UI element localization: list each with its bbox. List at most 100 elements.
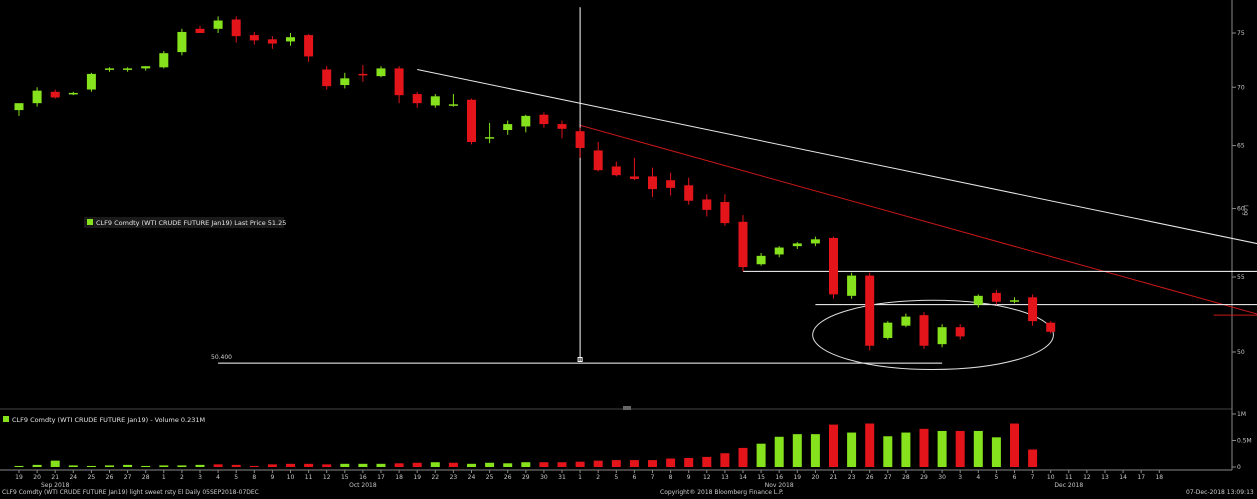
candle bbox=[720, 194, 730, 226]
volume-y-tick-label: 0 bbox=[1237, 464, 1241, 471]
candle bbox=[412, 91, 422, 108]
candle bbox=[340, 72, 350, 89]
volume-bar bbox=[702, 456, 712, 467]
x-tick-label: 8 bbox=[252, 474, 256, 481]
candle-body bbox=[611, 166, 621, 176]
candle bbox=[267, 36, 277, 49]
volume-bar bbox=[575, 461, 585, 467]
x-tick-label: 9 bbox=[270, 474, 274, 481]
candle-body bbox=[575, 131, 585, 149]
x-tick-label: 6 bbox=[1013, 474, 1017, 481]
volume-bar bbox=[50, 460, 60, 467]
x-tick-label: 19 bbox=[413, 474, 421, 481]
candle-body bbox=[648, 176, 657, 190]
x-tick-label: 28 bbox=[142, 474, 150, 481]
volume-bar bbox=[267, 464, 277, 467]
volume-bar bbox=[304, 463, 314, 467]
candle bbox=[430, 94, 440, 108]
volume-bar bbox=[792, 434, 802, 467]
volume-bar bbox=[666, 458, 676, 467]
volume-bar bbox=[648, 460, 657, 467]
x-tick-label: 9 bbox=[687, 474, 691, 481]
candle-body bbox=[141, 66, 151, 69]
highlight-ellipse bbox=[812, 299, 1054, 371]
x-tick-label: 11 bbox=[1065, 474, 1073, 481]
candle bbox=[159, 51, 169, 69]
x-tick-label: 10 bbox=[287, 474, 295, 481]
panel-resize-handle[interactable] bbox=[623, 406, 631, 410]
volume-bar bbox=[14, 465, 24, 467]
candle-body bbox=[105, 68, 114, 70]
white-trendline bbox=[417, 69, 1257, 245]
candle bbox=[792, 242, 802, 249]
volume-bar bbox=[141, 465, 151, 467]
volume-bar bbox=[937, 430, 947, 467]
x-tick-label: 23 bbox=[450, 474, 458, 481]
volume-bar bbox=[829, 424, 838, 467]
candle bbox=[286, 33, 295, 46]
legend-swatch bbox=[87, 219, 93, 225]
candle-body bbox=[340, 78, 350, 86]
x-tick-label: 12 bbox=[1083, 474, 1091, 481]
x-tick-label: 27 bbox=[124, 474, 132, 481]
candle bbox=[177, 28, 187, 56]
candle-body bbox=[901, 316, 911, 326]
chart-overlays bbox=[218, 7, 1257, 371]
candle bbox=[756, 253, 766, 266]
volume-bar bbox=[593, 460, 603, 467]
candle bbox=[1010, 297, 1019, 304]
volume-bar bbox=[756, 443, 766, 467]
candle bbox=[919, 312, 929, 349]
volume-bar bbox=[430, 462, 440, 467]
candle-body bbox=[123, 68, 133, 70]
candle bbox=[14, 103, 24, 116]
x-tick-label: 8 bbox=[669, 474, 673, 481]
candle-body bbox=[503, 124, 513, 131]
x-tick-label: 22 bbox=[431, 474, 439, 481]
volume-bar bbox=[720, 453, 730, 467]
volume-bar bbox=[629, 460, 639, 467]
volume-bar bbox=[955, 430, 965, 467]
x-tick-label: 26 bbox=[504, 474, 512, 481]
candle-body bbox=[557, 124, 567, 129]
price-y-tick-label: 50 bbox=[1237, 349, 1245, 356]
volume-bar bbox=[249, 465, 259, 467]
x-tick-label: 3 bbox=[198, 474, 202, 481]
candle-body bbox=[1046, 322, 1056, 332]
price-y-tick-label: 70 bbox=[1237, 84, 1245, 91]
volume-bar bbox=[738, 447, 748, 467]
price-legend: CLF9 Comdty (WTI CRUDE FUTURE Jan19) Las… bbox=[84, 217, 286, 228]
candle bbox=[68, 91, 78, 96]
volume-bar bbox=[467, 463, 476, 467]
candle bbox=[376, 66, 386, 78]
candle bbox=[123, 67, 133, 72]
candle-body bbox=[448, 104, 458, 106]
x-month-label: Oct 2018 bbox=[349, 482, 377, 489]
price-y-tick-label: 65 bbox=[1237, 143, 1245, 150]
x-tick-label: 18 bbox=[1155, 474, 1163, 481]
x-tick-label: 30 bbox=[540, 474, 548, 481]
x-tick-label: 17 bbox=[1137, 474, 1145, 481]
volume-bar bbox=[539, 462, 549, 467]
volume-bar bbox=[684, 457, 694, 467]
footer-center: Copyright® 2018 Bloomberg Finance L.P. bbox=[660, 489, 784, 496]
x-tick-label: 17 bbox=[377, 474, 385, 481]
candle-body bbox=[394, 68, 404, 96]
candle bbox=[322, 66, 332, 90]
candle bbox=[141, 66, 151, 71]
volume-series bbox=[14, 423, 1038, 467]
candle bbox=[448, 94, 458, 107]
volume-y-ticks: 1M 0.5M 0 bbox=[1232, 411, 1252, 471]
candle-body bbox=[14, 103, 24, 111]
candle bbox=[575, 127, 585, 158]
footer-right: 07-Dec-2018 13:09:13 bbox=[1186, 489, 1254, 496]
candle bbox=[358, 65, 368, 82]
x-tick-label: 4 bbox=[216, 474, 220, 481]
x-tick-label: 2 bbox=[180, 474, 184, 481]
candle bbox=[50, 89, 60, 99]
candle bbox=[1046, 321, 1056, 334]
x-tick-label: 3 bbox=[958, 474, 962, 481]
candle-body bbox=[412, 94, 422, 104]
candle-body bbox=[32, 90, 42, 104]
candle bbox=[738, 215, 748, 272]
